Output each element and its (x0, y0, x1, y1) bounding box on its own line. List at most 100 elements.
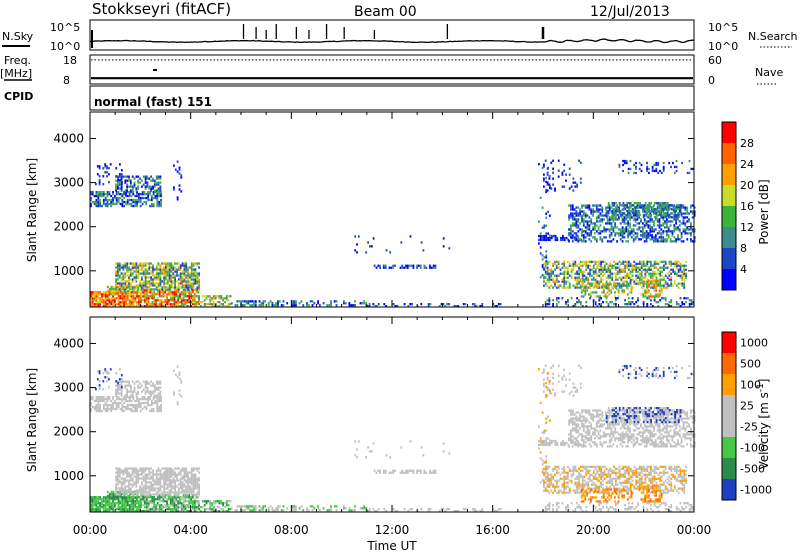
power-cell (594, 210, 596, 213)
power-cell (670, 280, 673, 283)
power-cell (629, 222, 631, 225)
power-cell (619, 214, 622, 217)
velocity-cell (153, 510, 156, 513)
power-cell (552, 299, 554, 302)
power-cell (686, 216, 689, 219)
velocity-cell (142, 496, 144, 499)
power-cell (658, 220, 661, 223)
power-cell (645, 224, 648, 227)
velocity-cell (155, 510, 157, 513)
power-cell (646, 303, 649, 306)
power-cell (169, 291, 172, 294)
power-cell (194, 270, 197, 273)
power-cell (144, 305, 146, 308)
power-cell (662, 161, 665, 165)
power-cell (126, 191, 129, 194)
power-cell (581, 260, 584, 263)
power-cell (101, 193, 103, 196)
power-cell (595, 204, 598, 207)
power-cell (131, 278, 134, 281)
velocity-cell (132, 398, 135, 401)
power-cell (181, 262, 184, 265)
velocity-cell (129, 487, 132, 490)
power-cell (606, 291, 609, 294)
velocity-cell (123, 506, 125, 509)
power-cell (646, 167, 648, 171)
power-cell (649, 293, 652, 296)
power-cell (591, 291, 594, 294)
velocity-cell (116, 494, 118, 498)
power-cell (643, 210, 646, 213)
power-cell (90, 297, 92, 300)
power-cell (642, 281, 645, 284)
power-cell (580, 283, 583, 286)
power-cell (97, 303, 100, 306)
power-cell (611, 213, 614, 217)
power-cell (644, 282, 647, 285)
power-cell (115, 272, 117, 275)
power-cell (671, 212, 674, 215)
velocity-cell (175, 496, 178, 499)
power-cell (95, 183, 97, 186)
power-cell (598, 284, 601, 287)
power-cell (651, 167, 654, 171)
velocity-cell (151, 508, 154, 511)
power-cell (260, 302, 263, 305)
power-cell (587, 280, 590, 283)
power-cell (568, 274, 571, 277)
velocity-cell (130, 399, 133, 403)
power-cell (630, 210, 633, 213)
power-cell (651, 274, 654, 277)
power-cell (590, 222, 593, 225)
power-cell (181, 270, 184, 273)
power-cell (640, 230, 642, 233)
power-cell (144, 299, 146, 302)
velocity-cell (115, 401, 118, 405)
velocity-cell (262, 509, 265, 512)
power-cell (365, 304, 367, 307)
velocity-cell (126, 405, 129, 409)
velocity-cell (392, 508, 395, 511)
velocity-cell (376, 510, 378, 513)
power-cell (91, 291, 94, 294)
power-cell (119, 179, 121, 182)
velocity-cell (277, 509, 279, 512)
velocity-cell (124, 467, 127, 470)
velocity-cell (126, 479, 128, 482)
power-cell (240, 300, 242, 303)
velocity-cell (184, 506, 187, 509)
power-cell (192, 297, 194, 300)
power-cell (126, 264, 128, 267)
power-cell (165, 264, 167, 267)
power-cell (247, 300, 250, 303)
power-cell (573, 216, 576, 219)
velocity-cell (374, 510, 376, 513)
power-cell (576, 297, 578, 300)
power-cell (112, 293, 114, 296)
power-cell (592, 272, 595, 275)
power-cell (646, 165, 648, 169)
power-cell (674, 262, 676, 265)
power-cell (146, 268, 149, 271)
power-cell (104, 303, 107, 306)
power-cell (635, 274, 638, 277)
power-cell (667, 208, 670, 211)
power-cell (608, 206, 611, 209)
power-cell (124, 288, 127, 291)
power-cell (148, 262, 151, 265)
power-cell (655, 289, 657, 292)
power-cell (145, 297, 148, 300)
power-cell (352, 304, 354, 307)
power-cell (583, 274, 586, 277)
velocity-cell (118, 490, 120, 494)
velocity-cell (127, 496, 129, 500)
power-cell (182, 303, 185, 306)
power-cell (185, 286, 188, 289)
power-cell (372, 303, 375, 306)
velocity-cell (125, 496, 128, 500)
power-cell (610, 232, 613, 235)
velocity-cell (192, 475, 195, 478)
power-cell (605, 301, 608, 304)
power-cell (180, 176, 183, 179)
power-cell (126, 262, 128, 265)
